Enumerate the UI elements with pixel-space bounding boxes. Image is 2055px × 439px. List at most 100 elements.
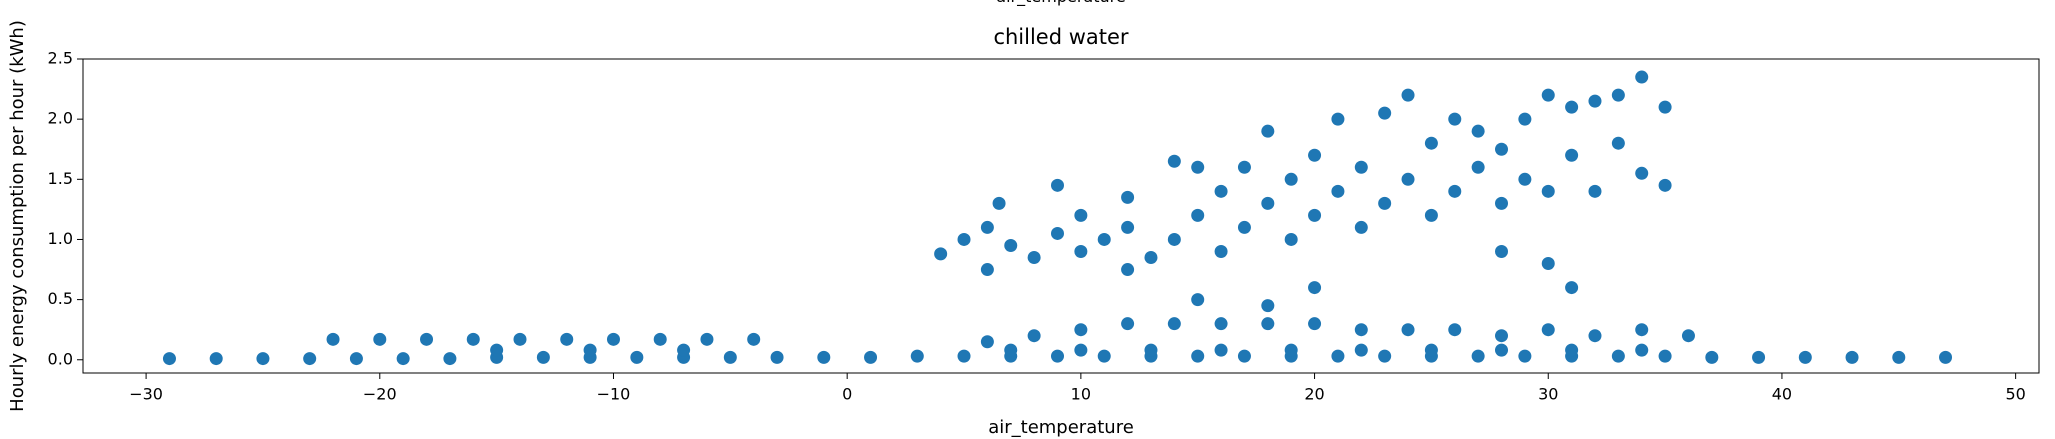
point — [1378, 196, 1392, 210]
x-tick-label: 10 — [1071, 385, 1091, 404]
point — [1471, 124, 1485, 138]
point — [1495, 343, 1509, 357]
point — [560, 332, 574, 346]
point — [1027, 329, 1041, 343]
point — [1027, 251, 1041, 265]
point — [1191, 208, 1205, 222]
y-tick-label: 0.0 — [48, 349, 73, 368]
point — [1004, 343, 1018, 357]
point — [513, 332, 527, 346]
point — [1237, 349, 1251, 363]
point — [1401, 88, 1415, 102]
x-axis-label: air_temperature — [988, 417, 1134, 438]
point — [209, 352, 223, 366]
point — [1588, 94, 1602, 108]
point — [1308, 281, 1322, 295]
chart-title: chilled water — [993, 25, 1128, 49]
point — [162, 352, 176, 366]
point — [1635, 70, 1649, 84]
point — [1261, 299, 1275, 313]
point — [466, 332, 480, 346]
point — [957, 349, 971, 363]
point — [1565, 343, 1579, 357]
point — [1518, 112, 1532, 126]
point — [1471, 160, 1485, 174]
point — [1050, 178, 1064, 192]
point — [1565, 148, 1579, 162]
point — [747, 332, 761, 346]
y-tick-label: 0.5 — [48, 289, 73, 308]
point — [817, 350, 831, 364]
point — [1050, 226, 1064, 240]
point — [1495, 142, 1509, 156]
point — [1284, 172, 1298, 186]
point — [1214, 184, 1228, 198]
point — [1845, 350, 1859, 364]
point — [606, 332, 620, 346]
point — [723, 350, 737, 364]
y-tick-label: 2.5 — [48, 49, 73, 68]
point — [1308, 317, 1322, 331]
x-tick-label: 0 — [842, 385, 852, 404]
point — [1074, 323, 1088, 337]
point — [630, 350, 644, 364]
point — [1495, 196, 1509, 210]
point — [1588, 329, 1602, 343]
point — [770, 350, 784, 364]
x-tick-label: 40 — [1772, 385, 1792, 404]
point — [1518, 172, 1532, 186]
point — [1705, 350, 1719, 364]
point — [1565, 100, 1579, 114]
point — [1331, 349, 1345, 363]
point — [1004, 238, 1018, 252]
point — [1658, 349, 1672, 363]
x-tick-label: −10 — [597, 385, 631, 404]
point — [1144, 343, 1158, 357]
point — [1448, 184, 1462, 198]
point — [1565, 281, 1579, 295]
point — [1611, 349, 1625, 363]
point — [1495, 244, 1509, 258]
point — [536, 350, 550, 364]
point — [1424, 136, 1438, 150]
point — [1611, 88, 1625, 102]
point — [1074, 343, 1088, 357]
point — [490, 343, 504, 357]
point — [583, 343, 597, 357]
y-tick-label: 1.0 — [48, 229, 73, 248]
point — [1354, 323, 1368, 337]
point — [1354, 343, 1368, 357]
point — [1284, 232, 1298, 246]
point — [1611, 136, 1625, 150]
point — [256, 352, 270, 366]
point — [1191, 293, 1205, 307]
point — [653, 332, 667, 346]
point — [443, 352, 457, 366]
point — [1121, 190, 1135, 204]
point — [1448, 112, 1462, 126]
point — [1798, 350, 1812, 364]
point — [992, 196, 1006, 210]
point — [1658, 178, 1672, 192]
point — [1588, 184, 1602, 198]
point — [1401, 172, 1415, 186]
point — [1237, 160, 1251, 174]
point — [1308, 208, 1322, 222]
point — [1541, 323, 1555, 337]
point — [1448, 323, 1462, 337]
point — [1097, 349, 1111, 363]
point — [1939, 350, 1953, 364]
point — [349, 352, 363, 366]
point — [1144, 251, 1158, 265]
x-tick-label: 30 — [1538, 385, 1558, 404]
x-tick-label: 20 — [1304, 385, 1324, 404]
point — [1191, 349, 1205, 363]
point — [1635, 166, 1649, 180]
point — [1541, 88, 1555, 102]
point — [1752, 350, 1766, 364]
x-tick-label: −20 — [363, 385, 397, 404]
cut-header: air_temperature — [996, 0, 1125, 7]
point — [1167, 317, 1181, 331]
point — [1308, 148, 1322, 162]
